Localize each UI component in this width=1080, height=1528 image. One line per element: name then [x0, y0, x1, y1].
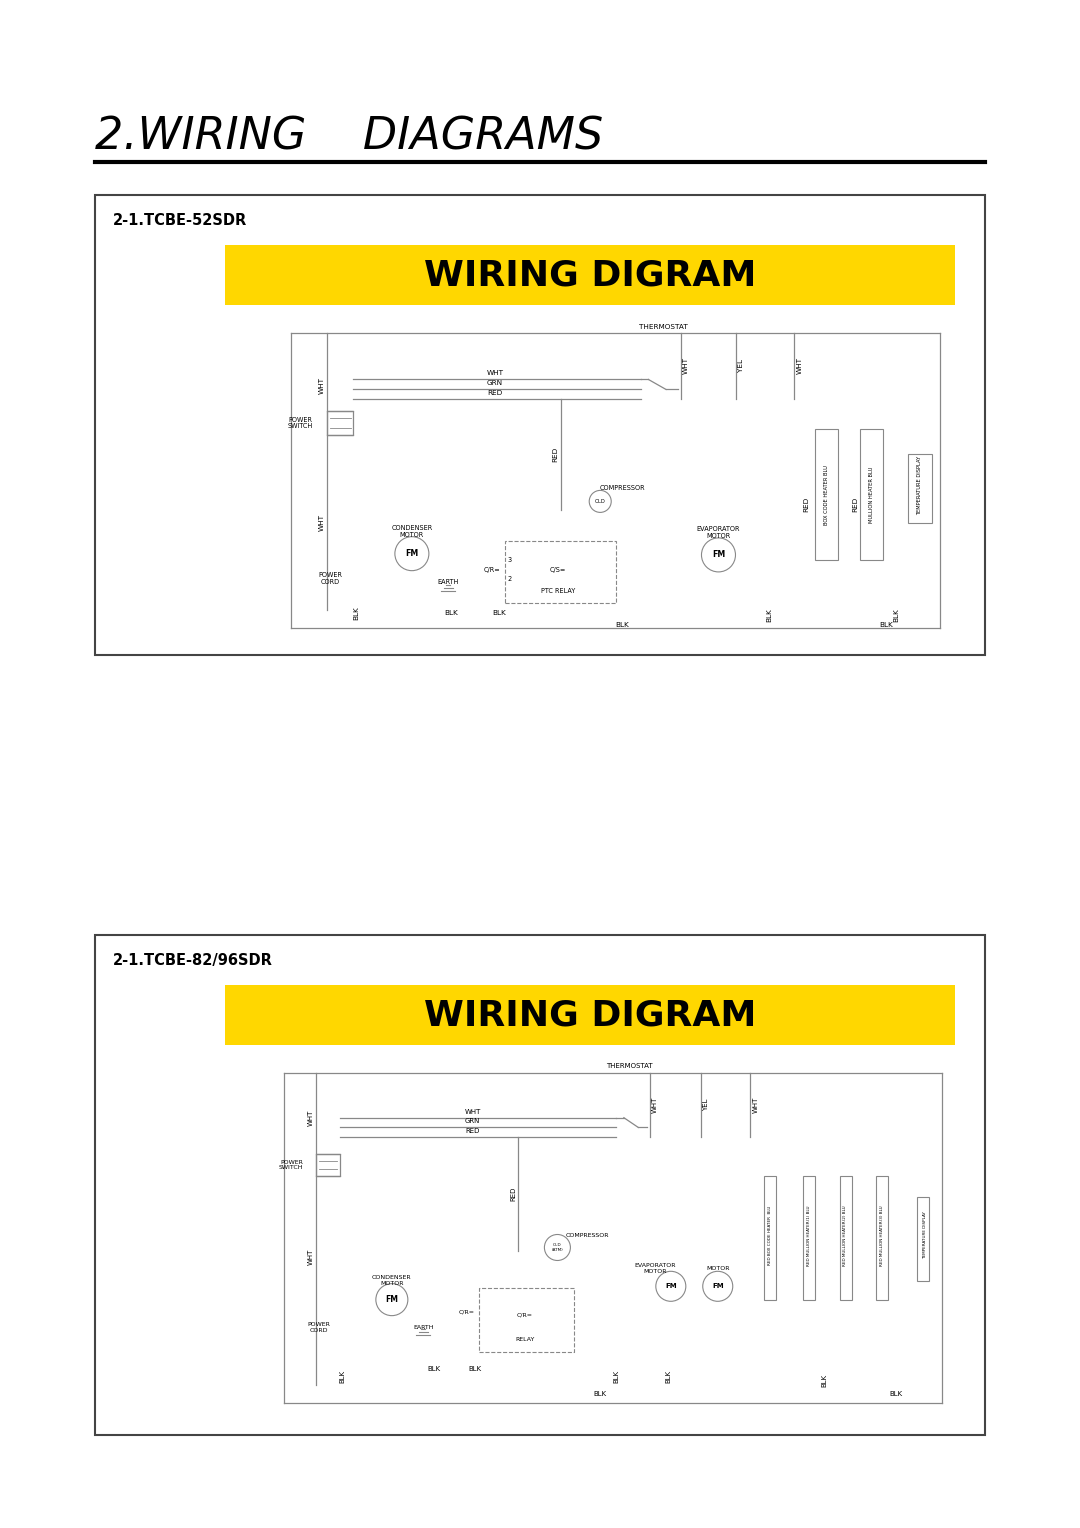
Bar [95, 935, 985, 1435]
Text: BLK: BLK [822, 1374, 827, 1387]
Text: POWER
SWITCH: POWER SWITCH [279, 1160, 303, 1170]
Text: BLK: BLK [616, 622, 629, 628]
Bar [917, 1196, 929, 1282]
Text: RED MULLION HEATER(1) BLU: RED MULLION HEATER(1) BLU [807, 1206, 811, 1265]
Text: BLK: BLK [492, 610, 507, 616]
Text: BLK: BLK [427, 1366, 441, 1372]
Bar [225, 244, 955, 306]
Text: 3: 3 [508, 556, 512, 562]
Text: RED: RED [487, 390, 502, 396]
Text: RELAY: RELAY [515, 1337, 535, 1342]
Bar [876, 1177, 888, 1300]
Text: BLK: BLK [613, 1369, 619, 1383]
Text: RED: RED [552, 446, 558, 461]
Text: POWER
CORD: POWER CORD [308, 1322, 330, 1332]
Bar [316, 1154, 340, 1177]
Text: WHT: WHT [487, 370, 503, 376]
Text: RED BOX CODE HEATER  BLU: RED BOX CODE HEATER BLU [768, 1206, 772, 1265]
Text: BLK: BLK [594, 1392, 607, 1397]
Text: C/S=: C/S= [550, 567, 566, 573]
Text: MOTOR: MOTOR [706, 1265, 729, 1271]
Text: WHT: WHT [319, 377, 324, 394]
Text: THERMOSTAT: THERMOSTAT [606, 1062, 652, 1068]
Text: BLK: BLK [469, 1366, 482, 1372]
Text: RED MULLION HEATER(2) BLU: RED MULLION HEATER(2) BLU [843, 1206, 848, 1265]
Bar [814, 429, 838, 559]
Text: GRN: GRN [465, 1118, 481, 1125]
Bar [327, 411, 353, 435]
Text: BOX CODE HEATER BLU: BOX CODE HEATER BLU [824, 465, 829, 526]
Text: WHT: WHT [796, 358, 802, 374]
Text: WHT: WHT [464, 1109, 481, 1114]
Text: 2.WIRING    DIAGRAMS: 2.WIRING DIAGRAMS [95, 115, 604, 157]
Bar [225, 986, 955, 1045]
Text: BLK: BLK [879, 622, 893, 628]
Text: TEMPERATURE DISPLAY: TEMPERATURE DISPLAY [923, 1212, 927, 1259]
Bar [480, 1288, 575, 1352]
Text: FM: FM [665, 1284, 677, 1290]
Text: POWER
CORD: POWER CORD [319, 571, 342, 585]
Text: BLK: BLK [445, 610, 458, 616]
Text: C/R=: C/R= [484, 567, 500, 573]
Text: 2-1.TCBE-82/96SDR: 2-1.TCBE-82/96SDR [113, 953, 273, 969]
Bar [95, 196, 985, 656]
Bar [839, 1177, 851, 1300]
Text: BLK: BLK [665, 1369, 671, 1383]
Text: WHT: WHT [753, 1096, 758, 1112]
Text: BLK: BLK [339, 1369, 346, 1383]
Text: 2: 2 [508, 576, 512, 582]
Text: WIRING DIGRAM: WIRING DIGRAM [423, 258, 756, 292]
Text: FM: FM [712, 550, 725, 559]
Text: CONDENSER
MOTOR: CONDENSER MOTOR [372, 1274, 411, 1285]
Text: CONDENSER
MOTOR: CONDENSER MOTOR [391, 524, 432, 538]
Text: FM: FM [386, 1296, 399, 1303]
Bar [764, 1177, 775, 1300]
Text: RED MULLION HEATER(3) BLU: RED MULLION HEATER(3) BLU [880, 1206, 885, 1265]
Text: WHT: WHT [683, 358, 689, 374]
Text: MULLION HEATER BLU: MULLION HEATER BLU [869, 468, 875, 524]
Text: RED: RED [465, 1128, 480, 1134]
Text: YEL: YEL [738, 359, 744, 373]
Text: TEMPERATURE DISPLAY: TEMPERATURE DISPLAY [918, 455, 922, 515]
Text: COMPRESSOR: COMPRESSOR [599, 484, 645, 490]
Text: RED: RED [510, 1187, 516, 1201]
Text: OLD: OLD [595, 500, 606, 504]
Text: EARTH: EARTH [437, 579, 459, 585]
Text: PTC RELAY: PTC RELAY [541, 588, 575, 594]
Text: EVAPORATOR
MOTOR: EVAPORATOR MOTOR [697, 526, 740, 539]
Text: RED: RED [804, 497, 809, 512]
Text: 2-1.TCBE-52SDR: 2-1.TCBE-52SDR [113, 212, 247, 228]
Text: C/R=: C/R= [517, 1313, 532, 1319]
Text: GRN: GRN [487, 380, 503, 387]
Text: WHT: WHT [308, 1109, 314, 1126]
Text: WHT: WHT [308, 1248, 314, 1265]
Text: C/R=: C/R= [458, 1309, 474, 1314]
Text: BLK: BLK [890, 1392, 903, 1397]
Text: RED: RED [853, 497, 859, 512]
Text: BLK: BLK [767, 608, 772, 622]
Text: OLD
(ATM): OLD (ATM) [552, 1244, 564, 1251]
Text: BLK: BLK [893, 608, 900, 622]
Text: POWER
SWITCH: POWER SWITCH [287, 417, 312, 429]
Bar [860, 429, 883, 559]
Text: THERMOSTAT: THERMOSTAT [638, 324, 687, 330]
Text: BLK: BLK [353, 607, 360, 620]
Text: EARTH: EARTH [413, 1325, 433, 1329]
Text: WHT: WHT [319, 513, 324, 532]
Bar [908, 454, 932, 523]
Text: FM: FM [712, 1284, 724, 1290]
Text: WIRING DIGRAM: WIRING DIGRAM [423, 998, 756, 1031]
Text: EVAPORATOR
MOTOR: EVAPORATOR MOTOR [634, 1262, 676, 1273]
Bar [804, 1177, 815, 1300]
Text: FM: FM [405, 549, 419, 558]
Bar [505, 541, 617, 604]
Text: COMPRESSOR: COMPRESSOR [566, 1233, 609, 1238]
Text: YEL: YEL [703, 1099, 708, 1111]
Text: WHT: WHT [652, 1096, 658, 1112]
